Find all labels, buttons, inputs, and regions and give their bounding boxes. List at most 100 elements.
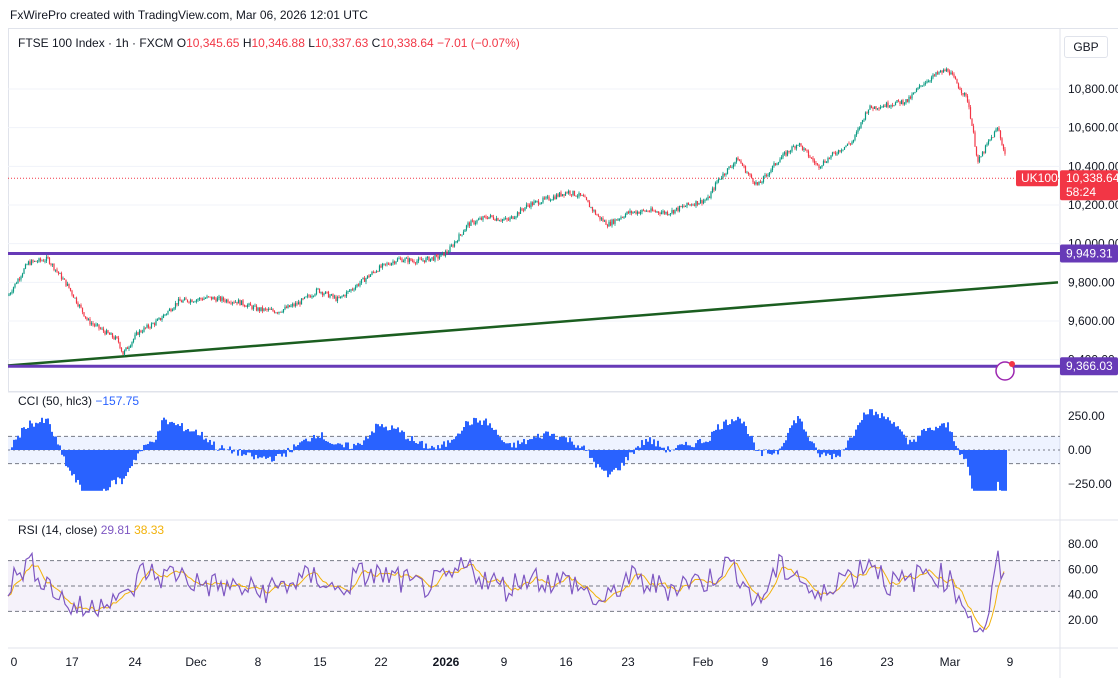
candle-body [776,163,778,165]
cci-bar [181,423,183,450]
cci-bar [693,447,695,450]
candle-body [617,219,619,221]
candle-body [621,217,624,219]
change-value: −7.01 (−0.07%) [437,36,520,50]
candle-body [114,336,117,340]
candle-body [1001,138,1003,146]
cci-bar [193,431,195,450]
candle-body [792,146,795,148]
candle-body [359,282,361,286]
candle-body [428,256,430,262]
candle-body [861,120,864,123]
x-tick-label: Dec [185,655,206,669]
candle-body [453,242,456,247]
candle-body [192,301,195,303]
cci-bar [549,435,551,450]
cci-bar [625,450,627,457]
candle-body [753,182,756,185]
cci-bar [993,450,995,491]
rsi-ma-value: 38.33 [134,523,165,537]
candle-body [984,145,987,153]
cci-bar [705,441,707,450]
cci-legend[interactable]: CCI (50, hlc3) −157.75 [18,394,139,408]
candle-body [738,160,741,162]
candle-body [443,252,445,256]
candle-body [660,212,663,215]
candle-body [630,210,633,214]
candle-body [939,70,942,73]
candle-body [536,200,538,202]
cci-bar [511,447,513,450]
candle-body [677,207,679,211]
last-price-label: 10,338.64 [1066,171,1118,185]
candle-body [885,102,888,107]
cci-bar [323,439,325,450]
candle-body [146,324,148,328]
candle-body [497,218,499,221]
cci-bar [293,444,295,450]
candle-body [872,107,874,109]
cci-bar [489,423,491,450]
cci-bar [611,450,613,472]
cci-bar [363,440,365,450]
cci-bar [813,443,815,450]
cci-bar [355,445,357,450]
cci-bar [473,417,475,450]
x-tick-label: 24 [128,655,142,669]
cci-bar [109,450,111,488]
cci-bar [83,450,85,491]
candle-body [845,145,847,147]
candle-body [503,219,505,221]
main-legend[interactable]: FTSE 100 Index · 1h · FXCM O10,345.65 H1… [18,36,520,50]
cci-bar [23,427,25,450]
candle-body [525,204,528,208]
candle-body [548,196,550,201]
cci-bar [15,439,17,450]
cci-bar [655,446,657,450]
cci-bar [271,450,273,462]
cci-bar [779,448,781,450]
candle-body [801,145,804,151]
cci-bar [253,450,255,460]
candle-body [642,209,645,211]
candle-body [485,216,487,219]
candle-body [294,303,297,306]
candle-body [906,99,909,102]
cci-bar [855,429,857,450]
cci-bar [525,444,527,450]
cci-bar [683,444,685,450]
open-value: 10,345.65 [186,36,240,50]
candle-body [12,287,15,292]
cci-bar [639,447,641,450]
cci-bar [493,429,495,450]
candle-body [777,162,780,164]
candle-body [581,195,583,196]
candle-body [156,319,159,321]
cci-bar [381,424,383,450]
candle-body [155,320,157,325]
cci-bar [995,450,997,491]
candle-body [858,127,861,129]
cci-bar [353,443,355,450]
cci-bar [443,441,445,450]
candle-body [936,72,939,74]
candle-body [11,291,13,294]
candle-body [648,211,651,213]
currency-button[interactable]: GBP [1064,36,1108,58]
candle-body [957,83,960,88]
high-label: H [242,36,252,50]
candle-body [333,296,336,298]
cci-bar [507,443,509,450]
cci-bar [119,450,121,479]
candle-body [492,216,495,220]
rsi-legend[interactable]: RSI (14, close) 29.81 38.33 [18,523,164,537]
candle-body [419,258,421,260]
candle-body [410,258,412,261]
cci-bar [129,450,131,469]
candle-body [188,301,190,303]
cci-bar [315,438,317,450]
candle-body [102,328,105,332]
candle-body [707,196,709,200]
cci-bar [121,450,123,485]
